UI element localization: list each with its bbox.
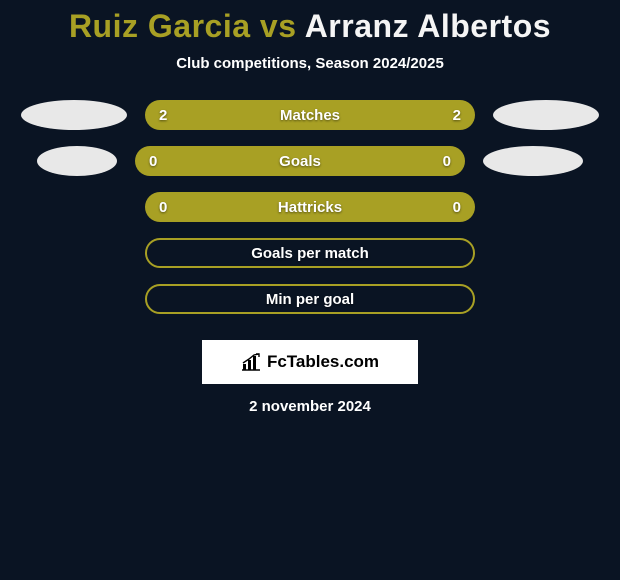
ellipse-left	[37, 146, 117, 176]
stat-bar: Goals per match	[145, 238, 475, 268]
chart-icon	[241, 353, 261, 371]
stat-value-left: 0	[149, 153, 157, 170]
stat-row: 0 Goals 0	[21, 146, 599, 176]
title-player1: Ruiz Garcia	[69, 8, 251, 44]
stat-row: 2 Matches 2	[21, 100, 599, 130]
ellipse-right	[483, 146, 583, 176]
ellipse-right	[493, 100, 599, 130]
logo-box[interactable]: FcTables.com	[202, 340, 418, 384]
stat-label: Goals per match	[251, 245, 369, 262]
stat-value-left: 0	[159, 199, 167, 216]
stat-label: Hattricks	[278, 199, 342, 216]
logo-inner: FcTables.com	[241, 352, 379, 372]
stat-bar: Min per goal	[145, 284, 475, 314]
stat-label: Matches	[280, 107, 340, 124]
infographic-container: Ruiz Garcia vs Arranz Albertos Club comp…	[0, 0, 620, 415]
stat-row: Goals per match	[21, 238, 599, 268]
stat-value-right: 0	[453, 199, 461, 216]
title-player2: Arranz Albertos	[305, 8, 551, 44]
stat-row: Min per goal	[21, 284, 599, 314]
stats-list: 2 Matches 2 0 Goals 0 0 Hattricks 0 Goals per mat…	[21, 100, 599, 330]
title-vs: vs	[260, 8, 297, 44]
stat-bar: 0 Goals 0	[135, 146, 465, 176]
stat-bar: 2 Matches 2	[145, 100, 475, 130]
stat-value-left: 2	[159, 107, 167, 124]
stat-value-right: 0	[443, 153, 451, 170]
stat-row: 0 Hattricks 0	[21, 192, 599, 222]
page-title: Ruiz Garcia vs Arranz Albertos	[69, 8, 551, 45]
stat-label: Goals	[279, 153, 321, 170]
stat-bar: 0 Hattricks 0	[145, 192, 475, 222]
subtitle: Club competitions, Season 2024/2025	[176, 55, 444, 72]
stat-label: Min per goal	[266, 291, 354, 308]
ellipse-left	[21, 100, 127, 130]
logo-text: FcTables.com	[267, 352, 379, 372]
date-text: 2 november 2024	[249, 398, 371, 415]
stat-value-right: 2	[453, 107, 461, 124]
